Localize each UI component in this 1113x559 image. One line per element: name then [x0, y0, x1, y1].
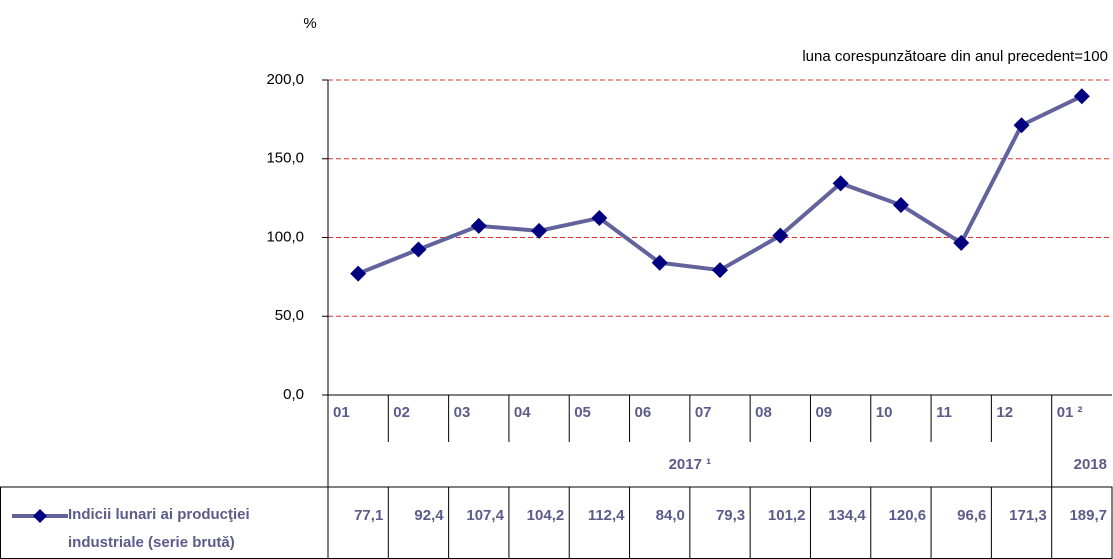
y-tick-label: 200,0 [266, 71, 304, 88]
marker [1013, 117, 1030, 134]
x-tick-label: 08 [755, 404, 772, 421]
series-line [357, 94, 1083, 276]
data-table-value: 92,4 [414, 507, 444, 524]
marker [892, 197, 909, 214]
legend-marker [33, 509, 47, 523]
x-tick-label: 01 [333, 404, 350, 421]
data-table-value: 101,2 [768, 507, 806, 524]
marker [350, 265, 367, 282]
data-table-value: 189,7 [1069, 507, 1107, 524]
x-tick-label: 04 [514, 404, 531, 421]
data-table-value: 171,3 [1009, 507, 1047, 524]
data-table-value: 79,3 [716, 507, 745, 524]
annotation: luna corespunzătoare din anul precedent=… [802, 48, 1108, 65]
marker [651, 254, 668, 271]
x-tick-label: 01 ² [1057, 404, 1083, 421]
marker [772, 227, 789, 244]
x-tick-label: 05 [574, 404, 591, 421]
y-tick-label: 100,0 [266, 228, 304, 245]
marker [953, 234, 970, 251]
data-table-value: 96,6 [957, 507, 986, 524]
y-tick-label: 150,0 [266, 150, 304, 167]
marker [591, 209, 608, 226]
x-tick-label: 12 [996, 404, 1013, 421]
x-tick-label: 03 [454, 404, 471, 421]
data-table-value: 107,4 [466, 507, 504, 524]
legend-label: Indicii lunari ai producţiei industriale… [68, 506, 250, 551]
x-tick-label: 09 [815, 404, 832, 421]
data-table-value: 104,2 [527, 507, 565, 524]
marker [531, 222, 548, 239]
marker [1073, 88, 1090, 105]
data-table-value: 77,1 [354, 507, 383, 524]
x-tick-label: 11 [936, 404, 952, 421]
x-tick-label: 10 [876, 404, 893, 421]
data-table-value: 120,6 [889, 507, 927, 524]
group-label: 2018 [1074, 456, 1107, 473]
group-label: 2017 ¹ [669, 456, 712, 473]
y-tick-label: 50,0 [275, 307, 304, 324]
y-unit: % [303, 15, 316, 32]
marker [470, 217, 487, 234]
x-tick-label: 06 [635, 404, 652, 421]
legend-box: Indicii lunari ai producţiei industriale… [68, 506, 250, 551]
x-tick-label: 07 [695, 404, 712, 421]
data-table-value: 84,0 [656, 507, 685, 524]
data-table-value: 112,4 [588, 507, 625, 524]
y-tick-label: 0,0 [283, 386, 304, 403]
x-tick-label: 02 [393, 404, 410, 421]
data-table-value: 134,4 [828, 507, 866, 524]
marker [410, 241, 427, 258]
marker [712, 262, 728, 279]
marker [832, 175, 849, 192]
